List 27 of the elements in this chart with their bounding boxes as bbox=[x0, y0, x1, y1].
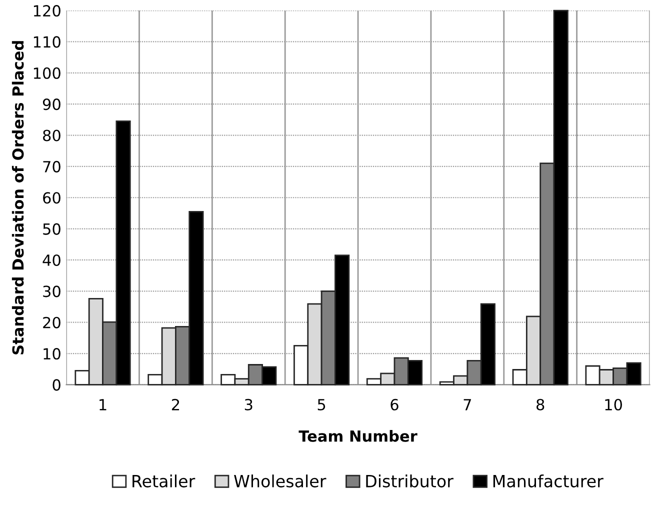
legend-label: Retailer bbox=[132, 474, 196, 488]
y-tick-label: 90 bbox=[42, 98, 60, 110]
x-tick-label: 5 bbox=[318, 399, 326, 410]
legend-label: Manufacturer bbox=[493, 474, 604, 488]
y-tick-label: 20 bbox=[43, 316, 60, 328]
x-tick-label: 10 bbox=[605, 398, 622, 410]
y-tick-label: 10 bbox=[44, 348, 60, 360]
y-tick-label: 30 bbox=[43, 286, 60, 298]
y-tick-label: 120 bbox=[34, 5, 60, 17]
legend-label: Wholesaler bbox=[234, 474, 326, 488]
legend-label: Distributor bbox=[366, 474, 454, 488]
y-tick-label: 70 bbox=[43, 160, 60, 172]
x-tick-label: 7 bbox=[464, 399, 471, 410]
x-tick-label: 3 bbox=[244, 398, 252, 410]
y-tick-label: 100 bbox=[34, 67, 60, 79]
y-tick-label: 110 bbox=[34, 36, 60, 48]
y-tick-label: 0 bbox=[52, 379, 60, 391]
y-axis-title: Standard Deviation of Orders Placed bbox=[12, 41, 24, 354]
x-tick-label: 2 bbox=[172, 398, 180, 410]
y-tick-label: 60 bbox=[43, 192, 60, 204]
y-tick-label: 80 bbox=[43, 130, 60, 142]
x-axis-title: Team Number bbox=[298, 430, 418, 442]
x-tick-label: 6 bbox=[390, 398, 398, 410]
x-tick-label: 1 bbox=[100, 399, 106, 410]
y-tick-label: 40 bbox=[42, 254, 60, 266]
x-tick-label: 8 bbox=[536, 398, 544, 410]
y-tick-label: 50 bbox=[43, 223, 60, 235]
